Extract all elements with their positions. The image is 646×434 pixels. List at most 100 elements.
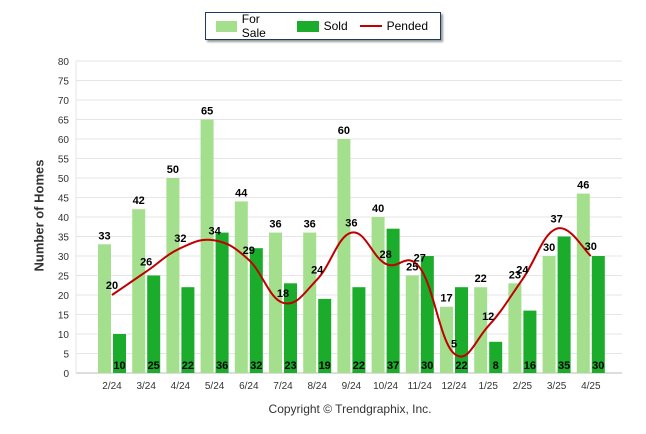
x-tick-label: 2/24 [102, 381, 122, 392]
bar-for-sale [371, 217, 385, 373]
legend-label-pended: Pended [386, 19, 428, 33]
y-tick-label: 15 [58, 311, 70, 322]
bars [98, 119, 605, 373]
label-pended: 28 [379, 249, 391, 261]
label-for-sale: 42 [133, 195, 145, 207]
bar-sold [455, 287, 468, 373]
y-tick-label: 80 [58, 57, 70, 68]
pended-line [111, 227, 592, 358]
y-tick-label: 60 [58, 135, 70, 146]
label-for-sale: 30 [543, 242, 555, 254]
bar-sold [489, 341, 503, 373]
label-for-sale: 50 [167, 164, 179, 176]
label-for-sale: 46 [577, 180, 589, 192]
bar-for-sale [132, 209, 146, 373]
label-pended: 36 [345, 218, 357, 230]
label-pended: 37 [550, 214, 562, 226]
legend-item-for-sale[interactable]: For Sale [216, 12, 285, 40]
y-tick-label: 10 [58, 330, 70, 341]
label-for-sale: 44 [235, 187, 248, 199]
bar-sold [215, 232, 229, 373]
label-sold: 10 [113, 360, 125, 372]
y-tick-label: 65 [58, 116, 70, 127]
legend-item-pended[interactable]: Pended [359, 19, 428, 33]
legend-swatch-for-sale [216, 20, 237, 32]
y-axis-title: Number of Homes [31, 159, 47, 272]
bar-sold [147, 275, 161, 373]
y-tick-label: 75 [58, 77, 70, 88]
label-pended: 32 [174, 233, 186, 245]
bar-sold [284, 283, 297, 373]
x-tick-label: 8/24 [307, 381, 327, 392]
label-pended: 20 [106, 280, 118, 292]
legend-swatch-pended [359, 25, 382, 27]
x-tick-label: 7/24 [273, 381, 293, 392]
bar-for-sale [98, 244, 111, 373]
bar-for-sale [405, 275, 419, 373]
bar-sold [420, 256, 434, 373]
y-tick-label: 35 [58, 233, 70, 244]
y-tick-label: 5 [63, 350, 69, 361]
label-pended: 5 [451, 339, 457, 351]
legend-label-for-sale: For Sale [241, 12, 266, 40]
bar-sold [181, 287, 195, 373]
y-tick-label: 70 [58, 96, 70, 107]
label-for-sale: 40 [372, 203, 384, 215]
label-pended: 18 [277, 288, 289, 300]
bar-for-sale [166, 178, 180, 373]
bar-sold [113, 334, 126, 373]
bar-for-sale [200, 119, 214, 373]
label-for-sale: 22 [475, 273, 487, 285]
y-tick-label: 0 [63, 369, 69, 380]
y-tick-label: 45 [58, 194, 70, 205]
label-for-sale: 25 [406, 262, 418, 274]
x-tick-label: 5/24 [205, 381, 225, 392]
label-sold: 25 [148, 360, 160, 372]
label-sold: 30 [592, 360, 604, 372]
x-tick-label: 4/24 [171, 381, 191, 392]
label-sold: 22 [455, 360, 467, 372]
y-tick-label: 30 [58, 252, 70, 263]
label-sold: 16 [524, 360, 536, 372]
label-for-sale: 60 [338, 125, 350, 137]
y-tick-label: 20 [58, 291, 70, 302]
label-pended: 30 [585, 241, 597, 253]
x-tick-label: 9/24 [342, 381, 362, 392]
label-sold: 22 [182, 360, 194, 372]
y-tick-label: 50 [58, 174, 70, 185]
x-tick-label: 3/25 [547, 381, 567, 392]
label-for-sale: 23 [509, 269, 521, 281]
label-sold: 36 [216, 360, 228, 372]
label-for-sale: 36 [304, 219, 316, 231]
pended-line-path [111, 227, 592, 358]
label-pended: 12 [482, 311, 494, 323]
bar-for-sale [542, 256, 556, 373]
bar-for-sale [337, 139, 351, 373]
copyright: Copyright © Trendgraphix, Inc. [268, 402, 432, 416]
label-sold: 35 [558, 360, 570, 372]
bar-for-sale [576, 193, 590, 373]
legend-swatch-sold [296, 20, 319, 32]
label-pended: 24 [311, 264, 324, 276]
bar-sold [318, 298, 332, 373]
legend-label-sold: Sold [323, 19, 348, 33]
y-tick-label: 40 [58, 213, 70, 224]
data-labels: 33 10 42 25 50 22 65 36 44 32 36 23 36 19 60 22 40 37 25 30… [98, 106, 604, 373]
y-axis-ticks: 0 5 10 15 20 25 30 35 40 45 50 55 60 65 70 75 80 [58, 57, 70, 380]
label-sold: 19 [319, 360, 331, 372]
label-pended: 29 [243, 245, 255, 257]
x-tick-label: 12/24 [441, 381, 466, 392]
label-for-sale: 36 [269, 219, 281, 231]
x-tick-label: 3/24 [136, 381, 156, 392]
legend: For Sale Sold Pended [205, 12, 441, 40]
bar-sold [557, 236, 571, 373]
x-tick-label: 2/25 [513, 381, 533, 392]
legend-item-sold[interactable]: Sold [296, 19, 348, 33]
x-tick-label: 10/24 [373, 381, 398, 392]
x-tick-label: 1/25 [478, 381, 498, 392]
label-sold: 32 [250, 360, 262, 372]
bar-for-sale [234, 201, 248, 373]
label-sold: 37 [387, 360, 399, 372]
label-pended: 34 [208, 225, 221, 237]
label-for-sale: 17 [440, 293, 452, 305]
